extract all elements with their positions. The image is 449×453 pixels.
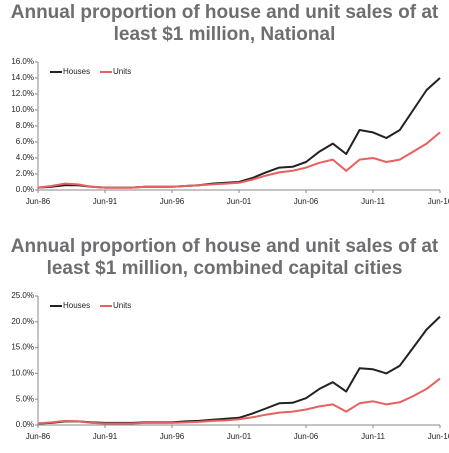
y-tick-label: 8.0% (16, 121, 34, 130)
x-tick-label: Jun-01 (227, 197, 252, 206)
series-line (37, 77, 441, 189)
y-tick-label: 14.0% (11, 73, 34, 82)
x-tick-label: Jun-16 (428, 197, 449, 206)
x-tick-label: Jun-86 (26, 432, 51, 441)
y-tick-label: 10.0% (11, 369, 34, 378)
y-tick-label: 12.0% (11, 89, 34, 98)
y-tick-label: 5.0% (16, 394, 34, 403)
y-tick-label: 10.0% (11, 105, 34, 114)
legend-label: Houses (63, 67, 90, 76)
x-tick-label: Jun-01 (227, 432, 252, 441)
x-tick-label: Jun-96 (160, 197, 185, 206)
chart-title: Annual proportion of house and unit sale… (10, 236, 439, 279)
legend-label: Units (113, 301, 131, 310)
x-tick-label: Jun-11 (361, 432, 385, 441)
x-tick-label: Jun-06 (294, 197, 319, 206)
series-line (37, 377, 441, 425)
chart-title: Annual proportion of house and unit sale… (10, 2, 439, 45)
x-tick-label: Jun-16 (428, 432, 449, 441)
series-line (37, 131, 441, 189)
x-tick-label: Jun-91 (93, 197, 118, 206)
x-tick-label: Jun-86 (26, 197, 51, 206)
y-tick-label: 16.0% (11, 57, 34, 66)
x-tick-label: Jun-06 (294, 432, 319, 441)
y-tick-label: 2.0% (16, 169, 34, 178)
y-tick-label: 25.0% (11, 291, 34, 300)
x-tick-label: Jun-91 (93, 432, 118, 441)
y-tick-label: 0.0% (16, 185, 34, 194)
y-tick-label: 6.0% (16, 137, 34, 146)
x-tick-label: Jun-96 (160, 432, 185, 441)
y-tick-label: 15.0% (11, 343, 34, 352)
legend-label: Houses (63, 301, 90, 310)
legend-label: Units (113, 67, 131, 76)
x-tick-label: Jun-11 (361, 197, 385, 206)
y-tick-label: 20.0% (11, 317, 34, 326)
y-tick-label: 4.0% (16, 153, 34, 162)
y-tick-label: 0.0% (16, 420, 34, 429)
series-line (37, 315, 441, 425)
